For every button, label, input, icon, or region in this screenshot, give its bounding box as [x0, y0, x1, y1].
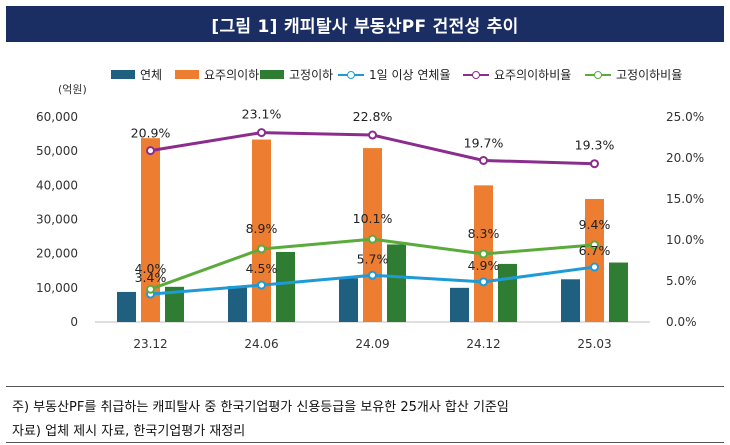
legend-item-precautionary: 요주의이하 — [175, 66, 259, 83]
point-precautionary-ratio — [590, 159, 599, 169]
bar-precautionary — [252, 139, 271, 322]
legend-label-precautionary: 요주의이하 — [204, 68, 260, 82]
chart-legend: 연체 요주의이하 고정이하 1일 이상 연체율 요주의이하비율 고정이하비율 — [0, 66, 730, 84]
y2-axis-tick-label: 5.0% — [666, 274, 697, 288]
bar-substandard — [165, 286, 184, 322]
point-substandard-ratio — [257, 244, 266, 254]
point-precautionary-ratio — [479, 155, 488, 165]
data-label-precautionary-ratio: 22.8% — [353, 109, 393, 124]
point-precautionary-ratio — [257, 128, 266, 138]
bar-substandard — [276, 251, 295, 322]
legend-swatch-delinquency-rate — [338, 69, 364, 81]
point-precautionary-ratio — [146, 146, 155, 156]
y2-axis-tick-label: 10.0% — [666, 233, 704, 247]
y2-axis-tick-label: 25.0% — [666, 110, 704, 124]
legend-item-substandard-ratio: 고정이하비율 — [585, 66, 682, 83]
legend-item-precautionary-ratio: 요주의이하비율 — [463, 66, 571, 83]
data-label-delinquency-rate: 4.9% — [468, 258, 500, 273]
data-label-substandard-ratio: 4.0% — [135, 261, 167, 276]
figure-title: [그림 1] 캐피탈사 부동산PF 건전성 추이 — [6, 6, 724, 42]
point-substandard-ratio — [590, 240, 599, 250]
point-delinquency-rate — [590, 262, 599, 272]
data-label-delinquency-rate: 6.7% — [579, 243, 611, 258]
notes-divider-bottom — [6, 442, 724, 443]
legend-label-delinquency-rate: 1일 이상 연체율 — [369, 68, 451, 82]
legend-item-delinquency-rate: 1일 이상 연체율 — [338, 66, 451, 83]
point-delinquency-rate — [479, 277, 488, 287]
legend-label-delinquent: 연체 — [140, 68, 163, 82]
legend-swatch-precautionary — [175, 70, 199, 79]
data-label-precautionary-ratio: 23.1% — [242, 107, 282, 122]
point-delinquency-rate — [368, 270, 377, 280]
legend-label-substandard: 고정이하 — [289, 68, 334, 82]
y2-axis-tick-label: 15.0% — [666, 192, 704, 206]
data-label-substandard-ratio: 8.3% — [468, 226, 500, 241]
data-label-precautionary-ratio: 19.7% — [464, 135, 504, 150]
bar-delinquent — [339, 278, 358, 322]
legend-label-substandard-ratio: 고정이하비율 — [616, 68, 683, 82]
data-label-delinquency-rate: 3.4% — [135, 270, 167, 285]
legend-swatch-substandard — [260, 70, 284, 79]
x-axis-tick-label: 24.12 — [466, 337, 500, 351]
note-line-1: 주) 부동산PF를 취급하는 캐피탈사 중 한국기업평가 신용등급을 보유한 2… — [12, 400, 509, 415]
y2-axis-tick-label: 0.0% — [666, 315, 697, 329]
legend-swatch-precautionary-ratio — [463, 69, 489, 81]
y-axis-tick-label: 50,000 — [36, 144, 78, 158]
x-axis-tick-label: 24.09 — [355, 337, 389, 351]
y2-axis-tick-label: 20.0% — [666, 151, 704, 165]
bar-delinquent — [561, 279, 580, 322]
note-line-2: 자료) 업체 제시 자료, 한국기업평가 재정리 — [12, 424, 246, 439]
bar-substandard — [387, 244, 406, 322]
y-axis-tick-label: 30,000 — [36, 213, 78, 227]
x-axis-tick-label: 23.12 — [133, 337, 167, 351]
legend-swatch-substandard-ratio — [585, 69, 611, 81]
x-axis-tick-label: 25.03 — [577, 337, 611, 351]
point-precautionary-ratio — [368, 130, 377, 140]
data-label-precautionary-ratio: 19.3% — [575, 138, 615, 153]
bar-precautionary — [141, 138, 160, 322]
data-label-delinquency-rate: 4.5% — [246, 261, 278, 276]
bar-precautionary — [585, 199, 604, 322]
data-label-substandard-ratio: 9.4% — [579, 217, 611, 232]
x-axis-tick-label: 24.06 — [244, 337, 278, 351]
legend-item-delinquent: 연체 — [111, 66, 162, 83]
bar-delinquent — [117, 291, 136, 322]
point-delinquency-rate — [257, 280, 266, 290]
bar-substandard — [609, 262, 628, 322]
data-label-delinquency-rate: 5.7% — [357, 251, 389, 266]
notes-divider-top — [6, 386, 724, 387]
y-axis-tick-label: 40,000 — [36, 178, 78, 192]
bar-substandard — [498, 263, 517, 322]
y-axis-tick-label: 10,000 — [36, 281, 78, 295]
y-axis-tick-label: 60,000 — [36, 110, 78, 124]
legend-swatch-delinquent — [111, 70, 135, 79]
point-substandard-ratio — [146, 284, 155, 294]
data-label-precautionary-ratio: 20.9% — [131, 126, 171, 141]
point-substandard-ratio — [479, 249, 488, 259]
y-axis-tick-label: 20,000 — [36, 247, 78, 261]
legend-label-precautionary-ratio: 요주의이하비율 — [494, 68, 572, 82]
bar-delinquent — [228, 286, 247, 322]
data-label-substandard-ratio: 8.9% — [246, 221, 278, 236]
bar-delinquent — [450, 287, 469, 322]
point-substandard-ratio — [368, 234, 377, 244]
y-axis-unit: (억원) — [58, 83, 87, 96]
legend-item-substandard: 고정이하 — [260, 66, 333, 83]
y-axis-tick-label: 0 — [70, 315, 78, 329]
data-label-substandard-ratio: 10.1% — [353, 211, 393, 226]
